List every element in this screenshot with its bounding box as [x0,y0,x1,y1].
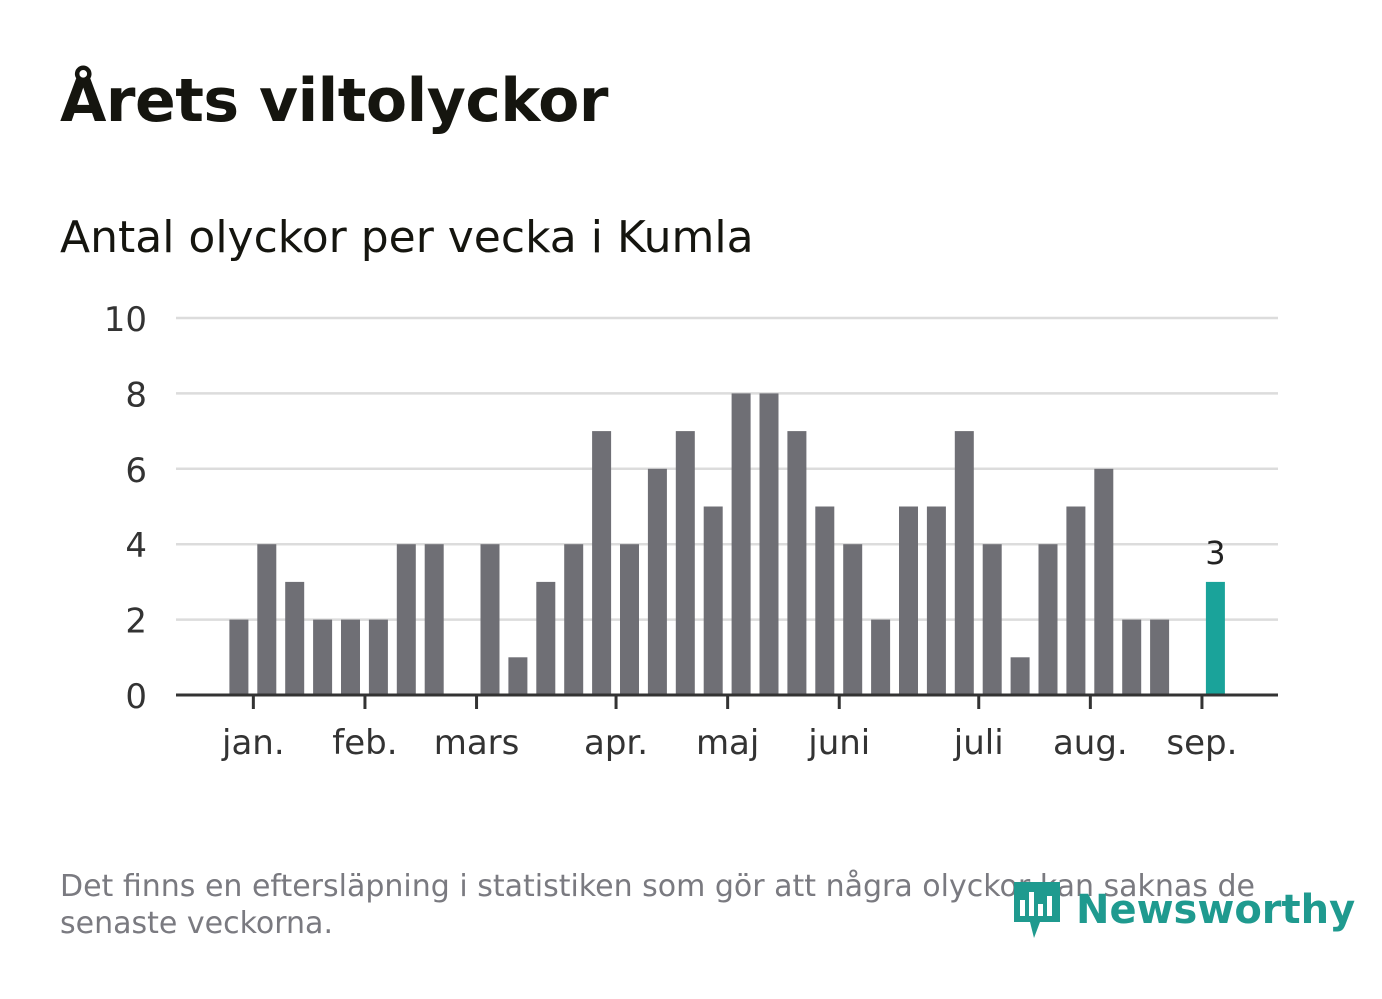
chart-subtitle: Antal olyckor per vecka i Kumla [60,212,754,263]
bar [982,544,1002,695]
newsworthy-logo: Newsworthy [1010,878,1355,942]
bar [731,393,751,695]
y-tick-label: 8 [125,375,147,415]
bar [368,619,388,695]
bar [703,506,723,695]
newsworthy-logo-icon [1014,882,1060,938]
chart-title: Årets viltolyckor [60,66,609,136]
bar [620,544,639,695]
bar [257,544,277,695]
bar [871,619,891,695]
y-tick-label: 2 [125,602,147,642]
bar [1150,619,1170,695]
bar [341,619,360,695]
y-tick-label: 6 [125,451,147,491]
bar [675,431,695,695]
bar [759,393,779,695]
bar [843,544,863,695]
x-tick-label: juli [953,723,1004,763]
x-tick-label: feb. [332,723,397,763]
bar [1094,468,1114,695]
bar [285,581,305,695]
bar-highlight [1205,581,1225,695]
x-tick-label: mars [434,723,520,763]
x-tick-label: maj [696,723,759,763]
bar [564,544,584,695]
bar [229,619,249,695]
y-tick-label: 0 [125,677,147,717]
bar [592,431,612,695]
bar [1066,506,1086,695]
x-tick-label: jan. [221,723,285,763]
y-tick-label: 10 [104,300,147,340]
bar [508,657,528,695]
logo-text: Newsworthy [1076,887,1356,933]
bar [424,544,444,695]
bar [954,431,974,695]
data-label: 3 [1205,534,1225,572]
x-tick-label: sep. [1166,723,1237,763]
bar [647,468,667,695]
bar [787,431,807,695]
bar [926,506,946,695]
bar [899,506,918,695]
bar [1122,619,1142,695]
x-tick-label: aug. [1053,723,1128,763]
bar [396,544,416,695]
bar [480,544,500,695]
y-tick-label: 4 [125,526,147,566]
bar [313,619,333,695]
bar [815,506,835,695]
bar [1038,544,1058,695]
x-tick-label: apr. [584,723,648,763]
bar [1010,657,1030,695]
bar [536,581,556,695]
x-tick-label: juni [807,723,870,763]
